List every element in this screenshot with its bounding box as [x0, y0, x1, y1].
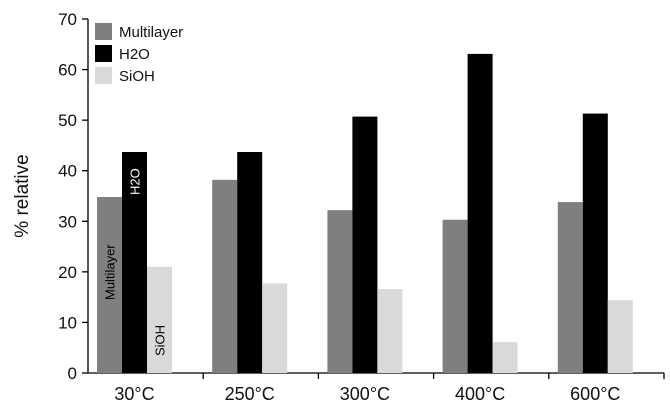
legend-swatch-multilayer	[95, 23, 112, 40]
bar-multilayer-2	[212, 179, 238, 373]
y-tick-label: 0	[68, 364, 77, 383]
bar-multilayer-1	[97, 197, 122, 373]
x-tick-label: 30°C	[114, 384, 154, 404]
bar-sioh-4	[492, 342, 518, 373]
y-tick-label: 10	[58, 313, 77, 332]
legend-swatch-sioh	[95, 67, 112, 84]
x-tick-label: 250°C	[225, 384, 275, 404]
bar-h2o-1	[122, 152, 147, 373]
y-tick-label: 20	[58, 263, 77, 282]
bar-multilayer-5	[557, 202, 583, 373]
bar-sioh-3	[377, 289, 403, 373]
bar-sioh-5	[607, 300, 633, 373]
y-tick-label: 40	[58, 162, 77, 181]
bar-annotation: Multilayer	[103, 244, 118, 300]
bar-multilayer-4	[442, 219, 468, 373]
y-tick-label: 60	[58, 61, 77, 80]
x-tick-label: 600°C	[570, 384, 620, 404]
x-tick-label: 300°C	[340, 384, 390, 404]
legend-label: Multilayer	[119, 24, 183, 41]
bar-h2o-4	[467, 53, 493, 373]
legend-swatch-h2o	[95, 45, 112, 62]
bar-sioh-1	[147, 266, 172, 373]
y-tick-label: 70	[58, 10, 77, 29]
y-tick-label: 50	[58, 111, 77, 130]
bar-multilayer-3	[327, 210, 353, 373]
bar-h2o-3	[352, 116, 378, 374]
bar-h2o-5	[582, 113, 608, 373]
legend-label: H2O	[119, 46, 150, 63]
bar-annotation: SiOH	[153, 325, 168, 356]
bar-h2o-2	[237, 152, 263, 373]
y-axis-label: % relative	[12, 154, 33, 237]
x-tick-label: 400°C	[455, 384, 505, 404]
bar-annotation: H2O	[128, 168, 143, 195]
legend-label: SiOH	[119, 68, 155, 85]
y-tick-label: 30	[58, 212, 77, 231]
bar-sioh-2	[262, 283, 288, 373]
